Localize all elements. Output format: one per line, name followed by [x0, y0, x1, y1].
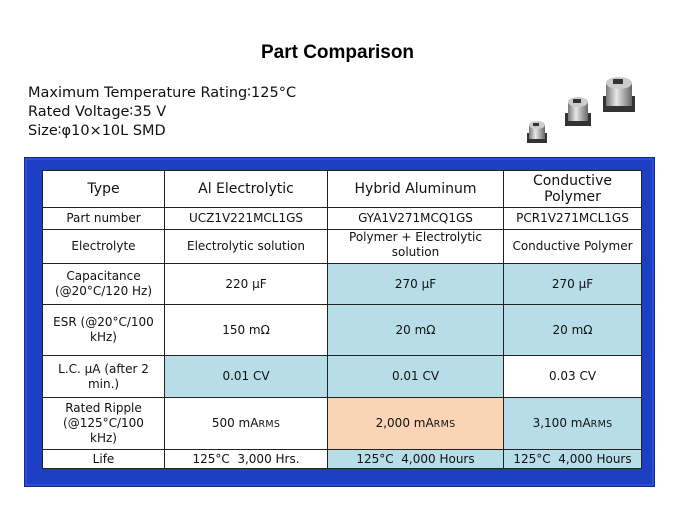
table-row: Life 125°C 3,000 Hrs. 125°C 4,000 Hours … [42, 449, 642, 469]
header-conductive-polymer: Conductive Polymer [503, 170, 642, 208]
ripple-value: 2,000 mA [375, 415, 434, 430]
table-cell: 3,100 mARMS [503, 397, 642, 450]
spec-size: Size∶φ10×10L SMD [28, 123, 166, 139]
header-hybrid-aluminum: Hybrid Aluminum [327, 170, 504, 208]
capacitor-large-icon [603, 77, 635, 112]
spec-list: Maximum Temperature Rating∶125°C Rated V… [28, 84, 296, 141]
table-cell: 270 µF [327, 263, 504, 305]
table-cell: Polymer + Electrolytic solution [327, 229, 504, 264]
capacitor-small-icon [527, 121, 547, 143]
row-label: ESR (@20°C/100 kHz) [42, 304, 165, 356]
row-label: L.C. µA (after 2 min.) [42, 355, 165, 398]
ripple-value: 3,100 mA [532, 415, 591, 430]
table-cell: 125°C 4,000 Hours [503, 449, 642, 469]
spec-temperature: Maximum Temperature Rating∶125°C [28, 85, 297, 101]
table-cell: 125°C 4,000 Hours [327, 449, 504, 469]
table-row: Electrolyte Electrolytic solution Polyme… [42, 229, 642, 264]
table-cell: 220 µF [164, 263, 328, 305]
capacitor-medium-icon [565, 97, 591, 126]
table-cell: 2,000 mARMS [327, 397, 504, 450]
ripple-value: 500 mA [211, 415, 259, 430]
capacitors-image [527, 77, 635, 143]
table-cell: GYA1V271MCQ1GS [327, 207, 504, 230]
header-al-electrolytic: Al Electrolytic [164, 170, 328, 208]
rms-suffix: RMS [433, 418, 456, 430]
row-label: Part number [42, 207, 165, 230]
table-cell: 125°C 3,000 Hrs. [164, 449, 328, 469]
row-label: Life [42, 449, 165, 469]
page-title: Part Comparison [260, 42, 415, 63]
table-cell: 150 mΩ [164, 304, 328, 356]
table-cell: 0.01 CV [164, 355, 328, 398]
header-type: Type [42, 170, 165, 208]
row-label: Rated Ripple (@125°C/100 kHz) [42, 397, 165, 450]
comparison-table: Type Al Electrolytic Hybrid Aluminum Con… [42, 170, 642, 469]
table-cell: 0.03 CV [503, 355, 642, 398]
row-label: Capacitance (@20°C/120 Hz) [42, 263, 165, 305]
table-row: Rated Ripple (@125°C/100 kHz) 500 mARMS … [42, 397, 642, 450]
table-cell: Conductive Polymer [503, 229, 642, 264]
row-label: Electrolyte [42, 229, 165, 264]
table-cell: UCZ1V221MCL1GS [164, 207, 328, 230]
table-cell: 20 mΩ [327, 304, 504, 356]
rms-suffix: RMS [258, 418, 281, 430]
table-row: Capacitance (@20°C/120 Hz) 220 µF 270 µF… [42, 263, 642, 305]
table-cell: 270 µF [503, 263, 642, 305]
table-row: Part number UCZ1V221MCL1GS GYA1V271MCQ1G… [42, 207, 642, 230]
table-row: L.C. µA (after 2 min.) 0.01 CV 0.01 CV 0… [42, 355, 642, 398]
table-cell: Electrolytic solution [164, 229, 328, 264]
table-cell: 0.01 CV [327, 355, 504, 398]
table-cell: 500 mARMS [164, 397, 328, 450]
rms-suffix: RMS [590, 418, 613, 430]
table-cell: PCR1V271MCL1GS [503, 207, 642, 230]
table-header-row: Type Al Electrolytic Hybrid Aluminum Con… [42, 170, 642, 208]
table-cell: 20 mΩ [503, 304, 642, 356]
spec-voltage: Rated Voltage∶35 V [28, 104, 167, 120]
table-row: ESR (@20°C/100 kHz) 150 mΩ 20 mΩ 20 mΩ [42, 304, 642, 356]
